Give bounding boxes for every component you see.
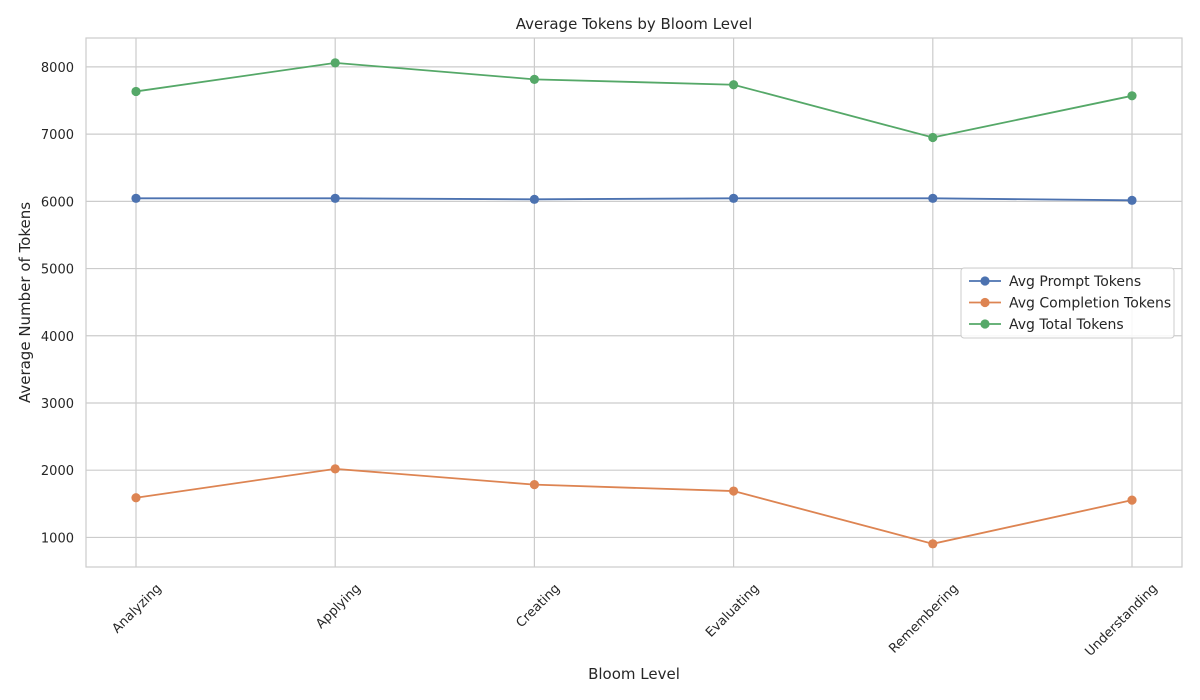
series-line bbox=[135, 61, 1133, 139]
y-tick-label: 3000 bbox=[41, 397, 74, 412]
y-tick-label: 6000 bbox=[41, 195, 74, 210]
data-point bbox=[529, 74, 540, 84]
data-point bbox=[729, 193, 739, 203]
data-point bbox=[1127, 495, 1137, 505]
data-point bbox=[131, 493, 141, 503]
data-point bbox=[330, 193, 340, 203]
data-point bbox=[1127, 195, 1137, 205]
legend-item: Avg Completion Tokens bbox=[969, 296, 1171, 312]
legend-label: Avg Total Tokens bbox=[1009, 317, 1124, 333]
legend-label: Avg Prompt Tokens bbox=[1009, 274, 1141, 290]
series-layer bbox=[131, 58, 1137, 549]
data-point bbox=[330, 58, 340, 68]
series-3 bbox=[131, 58, 1137, 143]
y-axis-title: Average Number of Tokens bbox=[16, 202, 34, 403]
x-axis-title: Bloom Level bbox=[588, 665, 680, 683]
legend-marker bbox=[980, 297, 990, 308]
data-point bbox=[928, 539, 938, 549]
data-point bbox=[928, 193, 938, 203]
data-point bbox=[729, 80, 739, 90]
series-1 bbox=[131, 193, 1137, 205]
series-line bbox=[135, 467, 1133, 545]
data-point bbox=[529, 480, 540, 490]
data-point bbox=[928, 132, 938, 143]
y-tick-label: 5000 bbox=[41, 263, 74, 278]
legend-marker bbox=[980, 276, 990, 286]
data-point bbox=[330, 464, 340, 474]
chart-title: Average Tokens by Bloom Level bbox=[516, 15, 753, 33]
data-point bbox=[131, 193, 141, 203]
data-point bbox=[131, 86, 141, 97]
series-line bbox=[136, 197, 1133, 202]
legend-label: Avg Completion Tokens bbox=[1009, 296, 1171, 312]
series-2 bbox=[131, 464, 1137, 549]
legend-box bbox=[960, 267, 1175, 339]
plot-frame bbox=[85, 37, 1183, 568]
data-point bbox=[729, 486, 739, 496]
legend-item: Avg Total Tokens bbox=[969, 317, 1124, 333]
y-tick-label: 2000 bbox=[41, 464, 74, 479]
legend-item: Avg Prompt Tokens bbox=[969, 274, 1141, 290]
y-tick-label: 4000 bbox=[41, 330, 74, 345]
y-tick-label: 7000 bbox=[41, 128, 74, 143]
legend-marker bbox=[980, 319, 990, 329]
legend: Avg Prompt Tokens Avg Completion Tokens Av… bbox=[960, 267, 1175, 339]
data-point bbox=[1127, 91, 1137, 101]
y-tick-label: 1000 bbox=[41, 531, 74, 546]
data-point bbox=[529, 194, 540, 204]
y-tick-label: 8000 bbox=[41, 61, 74, 76]
